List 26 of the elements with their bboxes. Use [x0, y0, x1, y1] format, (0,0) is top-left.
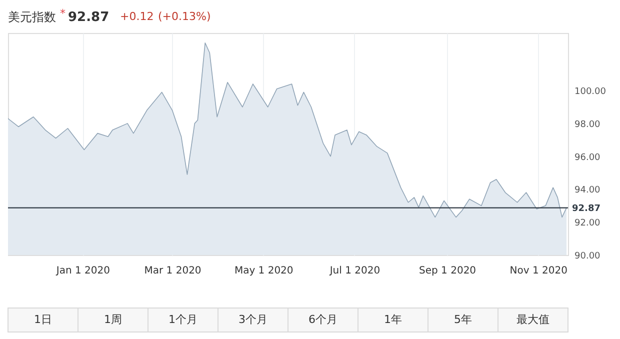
text: 1个月 — [168, 313, 198, 326]
y-tick-label: 98.00 — [574, 120, 601, 130]
text: 1年 — [384, 313, 402, 326]
text: +0.12 — [120, 10, 154, 23]
y-tick-label: 96.00 — [574, 152, 601, 163]
text: 5年 — [454, 313, 472, 326]
x-tick-label: Nov 1 2020 — [510, 266, 568, 276]
y-tick-label: 90.00 — [574, 252, 601, 262]
text: * — [60, 7, 66, 20]
text: 3个月 — [238, 313, 268, 326]
x-tick-label: Jul 1 2020 — [328, 266, 380, 276]
x-tick-label: Sep 1 2020 — [419, 266, 476, 276]
x-tick-label: May 1 2020 — [234, 266, 294, 276]
chart-title: 美元指数 — [8, 10, 56, 24]
y-tick-label: 100.00 — [574, 87, 606, 98]
text: 1周 — [104, 313, 122, 326]
x-tick-label: Mar 1 2020 — [144, 266, 202, 276]
y-tick-label: 94.00 — [574, 186, 601, 196]
x-tick-label: Jan 1 2020 — [55, 266, 110, 276]
text: 6个月 — [308, 313, 338, 326]
text: 最大值 — [516, 313, 550, 326]
y-tick-label: 92.00 — [574, 218, 601, 229]
text: (+0.13%) — [158, 10, 211, 23]
ref-line-label: 92.87 — [572, 204, 600, 214]
text: 92.87 — [68, 10, 110, 25]
text: 1日 — [34, 313, 52, 326]
